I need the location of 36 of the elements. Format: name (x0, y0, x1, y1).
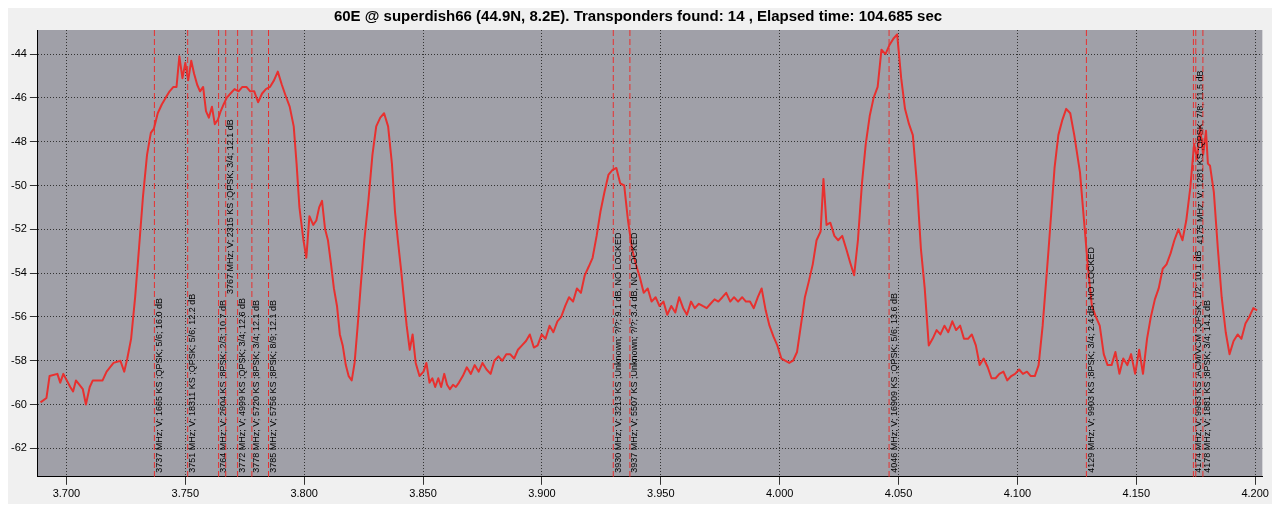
y-tick-label: -60 (10, 397, 27, 410)
ref-line-label: 3772 MHz; V; 4999 KS ;QPSK; 3/4; 12.6 dB (237, 298, 248, 473)
y-tick-label: -50 (10, 178, 27, 191)
chart-title: 60E @ superdish66 (44.9N, 8.2E). Transponders found: 14 , Elapsed time: 104.685 sec (333, 7, 943, 25)
y-tick-label: -44 (10, 47, 27, 60)
ref-line-label: 4129 MHz; V; 9903 KS ;8PSK; 3/4; 2.4 dB, NO LOCKED (1085, 246, 1096, 473)
ref-line-label: 4178 MHz; V; 1881 KS ;8PSK; 3/4; 14.1 dB (1202, 300, 1213, 473)
ref-line-label: 3785 MHz; V; 5756 KS ;8PSK; 8/9; 12.1 dB (268, 300, 279, 473)
x-tick-label: 3.950 (647, 487, 675, 500)
x-tick-label: 3.750 (171, 487, 200, 500)
x-tick-label: 4.200 (1241, 487, 1269, 500)
ref-line-label: 3767 MHz; V; 2315 KS ;QPSK; 3/4; 12.1 dB (225, 119, 236, 295)
x-tick-label: 3.700 (52, 487, 81, 500)
ref-line-label: 3937 MHz; V; 5507 KS ;Unknown; ?/?; 3.4 dB, NO LOCKED (629, 232, 640, 473)
x-tick-label: 3.850 (409, 487, 437, 500)
ref-line-label: 4046 MHz; V; 16909 KS ;QPSK; 5/6; 13.6 dB (888, 293, 899, 473)
x-tick-label: 4.000 (765, 487, 794, 500)
y-tick-label: -54 (10, 266, 27, 279)
ref-line-label: 3930 MHz; V; 3213 KS ;Unknown; ?/?; 9.1 dB, NO LOCKED (612, 232, 623, 473)
x-tick-label: 3.800 (290, 487, 318, 500)
ref-line-label: 3778 MHz; V; 5720 KS ;8PSK; 3/4; 12.1 dB (251, 300, 262, 473)
ref-line-label: 4175 MHz; V; 1281 KS ;QPSK; 7/8; 11.5 dB (1195, 70, 1206, 245)
x-tick-label: 4.050 (884, 487, 913, 500)
x-tick-label: 3.900 (528, 487, 556, 500)
y-tick-label: -62 (10, 441, 27, 454)
ref-line-label: 3764 MHz; V; 2604 KS ;8PSK; 2/3; 10.7 dB (218, 300, 229, 473)
y-tick-label: -48 (10, 134, 27, 147)
y-tick-label: -58 (10, 353, 27, 366)
y-tick-label: -52 (10, 222, 27, 235)
ref-line-label: 3751 MHz; V; 18311 KS ;QPSK; 5/6; 12.2 dB (187, 293, 198, 473)
x-tick-label: 4.100 (1003, 487, 1032, 500)
x-tick-label: 4.150 (1122, 487, 1151, 500)
ref-line-label: 4174 MHz; V; 9983 KS ;ACM/VCM ;QPSK; 1/2; 10.1 dB (1192, 250, 1203, 473)
y-tick-label: -56 (10, 309, 27, 322)
y-tick-label: -46 (10, 90, 27, 103)
ref-line-label: 3737 MHz; V; 1665 KS ;QPSK; 5/6; 16.0 dB (153, 298, 164, 473)
